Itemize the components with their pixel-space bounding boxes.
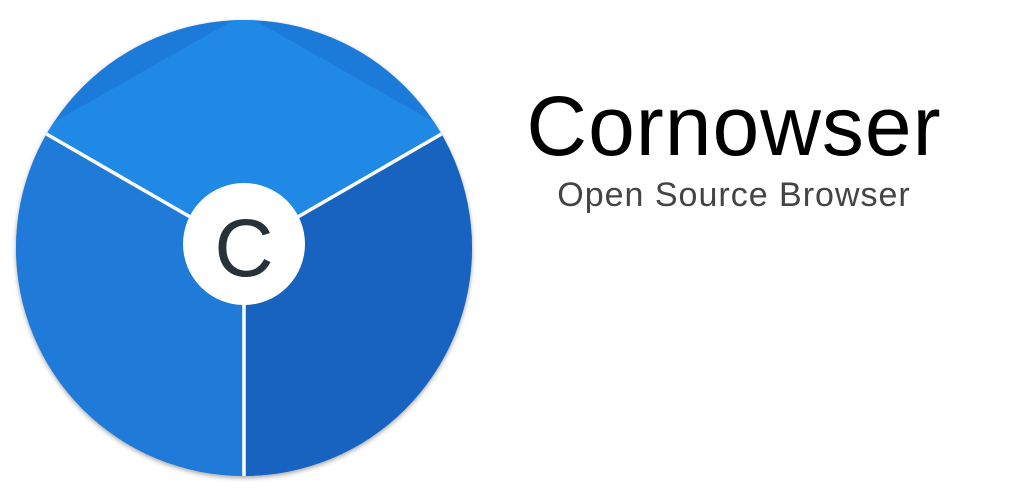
logo-letter: C [214,203,273,294]
app-name: Cornowser [526,79,942,173]
logo-segment-top [40,20,448,248]
app-tagline: Open Source Browser [557,176,911,214]
logo-graphic: C [16,20,472,476]
logo-segment-right [244,20,472,476]
title-block: Cornowser Open Source Browser [504,78,964,216]
cornowser-logo-icon: C [10,14,478,482]
logo-center-badge [183,183,305,305]
logo-segment-left [16,20,244,476]
